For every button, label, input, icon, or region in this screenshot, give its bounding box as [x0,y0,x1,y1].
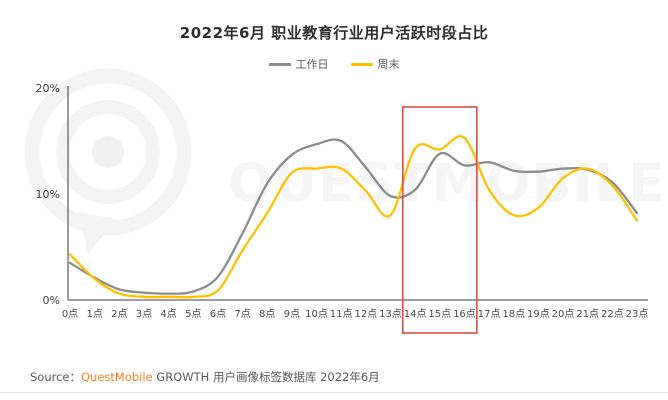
workday-line-swatch-icon [268,62,291,66]
x-tick-label: 22点 [601,308,624,320]
bottom-divider [0,392,668,393]
x-tick-label: 4点 [160,308,176,320]
watermark-logo-inner-ring [56,100,160,204]
legend-item-weekend: 周末 [350,56,400,72]
x-tick-label: 6点 [210,308,226,320]
series-line-workday [68,138,639,295]
x-tick-label: 0点 [62,308,78,320]
x-tick-label: 3点 [136,308,152,320]
x-tick-label: 18点 [502,308,525,320]
source-label: Source： [30,370,81,384]
source-rest: GROWTH 用户画像标签数据库 2022年6月 [152,370,380,384]
watermark-logo-tail [78,212,117,254]
legend-item-workday: 工作日 [268,56,329,72]
x-tick-label: 16点 [453,308,476,320]
x-tick-label: 23点 [626,308,649,320]
watermark-logo-dot [92,136,124,168]
x-tick-label: 20点 [552,308,575,320]
x-tick-label: 5点 [185,308,201,320]
x-tick-label: 7点 [234,308,250,320]
x-tick-label: 12点 [354,308,377,320]
page-title: 2022年6月 职业教育行业用户活跃时段占比 [179,24,489,42]
x-tick-label: 13点 [379,308,402,320]
source-line: Source：QuestMobile GROWTH 用户画像标签数据库 2022… [30,369,380,385]
series-line-weekend [68,135,639,299]
y-tick-label: 10% [36,188,60,201]
legend-label-workday: 工作日 [295,58,329,71]
legend-label-weekend: 周末 [377,58,400,71]
y-tick-label: 20% [36,82,60,95]
x-tick-label: 8点 [259,308,275,320]
x-tick-label: 9点 [284,308,300,320]
x-tick-label: 2点 [111,308,127,320]
highlight-box [401,106,478,334]
source-brand: QuestMobile [81,370,153,384]
x-tick-label: 11点 [330,308,353,320]
y-tick-label: 0% [43,294,60,307]
x-tick-label: 1点 [86,308,102,320]
x-tick-label: 19点 [527,308,550,320]
x-tick-label: 14点 [404,308,427,320]
watermark-text: QUESTMOBILE [228,153,666,214]
x-tick-label: 21点 [576,308,599,320]
chart-legend: 工作日 周末 [0,56,668,72]
x-tick-label: 15点 [428,308,451,320]
weekend-line-swatch-icon [350,62,373,66]
x-tick-label: 17点 [478,308,501,320]
x-tick-label: 10点 [305,308,328,320]
activity-line-chart: QUESTMOBILE 20% 10% 0%0点 1点 2点 3点 4点 5点 6点 7点 8点 9点 1… [24,68,666,334]
